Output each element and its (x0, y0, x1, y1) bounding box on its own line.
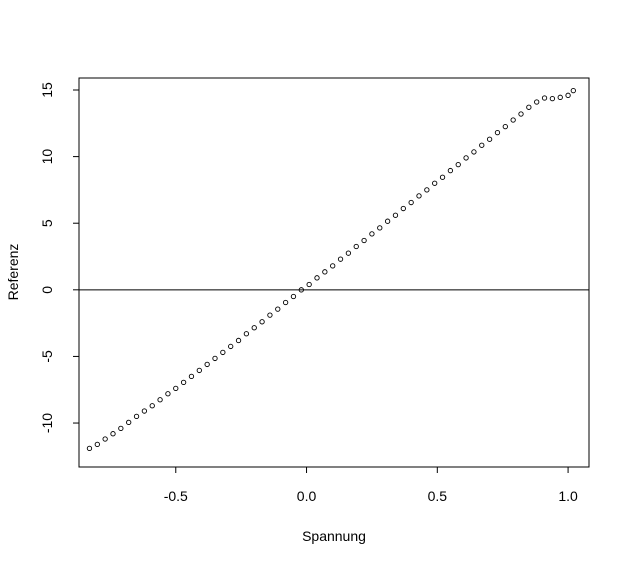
data-point (196, 367, 202, 374)
data-point (447, 167, 454, 174)
data-point (133, 413, 140, 420)
data-point (267, 312, 273, 318)
data-point (337, 256, 344, 262)
data-point (141, 408, 148, 414)
y-tick-label: -10 (39, 413, 55, 433)
data-point (408, 199, 414, 206)
data-point (541, 95, 548, 101)
y-tick-label: 10 (39, 149, 55, 165)
x-tick-label: 0.0 (297, 488, 317, 504)
data-point (455, 161, 461, 168)
data-point (400, 205, 406, 212)
data-point (392, 212, 399, 218)
data-point (416, 193, 422, 199)
data-point (235, 337, 242, 344)
data-point (157, 397, 163, 403)
data-point (282, 299, 289, 306)
data-point (494, 129, 501, 136)
data-point (565, 92, 571, 98)
data-point (86, 445, 93, 451)
data-point (180, 379, 187, 386)
data-point (361, 237, 367, 244)
data-point (471, 149, 477, 155)
y-tick-label: 0 (39, 286, 55, 294)
data-point (526, 104, 532, 110)
y-tick-label: 5 (39, 219, 55, 227)
data-point (110, 431, 116, 437)
data-point (549, 95, 556, 102)
data-point (353, 243, 359, 250)
data-point (570, 88, 576, 94)
data-point (377, 225, 383, 231)
data-point (126, 419, 132, 426)
data-point (102, 436, 108, 442)
data-point (432, 180, 438, 186)
data-point (424, 187, 430, 193)
data-point (243, 331, 250, 337)
data-point (173, 385, 179, 392)
x-axis-title: Spannung (302, 528, 366, 544)
y-tick-label: -5 (39, 350, 55, 363)
points-layer (86, 88, 576, 451)
y-axis-title: Referenz (5, 244, 21, 301)
data-point (479, 142, 485, 148)
data-point (518, 111, 524, 117)
data-point (290, 293, 297, 300)
y-tick-label: 15 (39, 82, 55, 98)
data-point (228, 343, 234, 350)
data-point (322, 269, 328, 275)
data-point (220, 349, 226, 356)
data-point (165, 391, 171, 397)
data-point (330, 263, 336, 269)
data-point (510, 117, 516, 123)
data-point (314, 275, 320, 281)
data-point (345, 250, 352, 256)
data-point (251, 325, 257, 331)
data-point (557, 94, 563, 100)
x-tick-label: -0.5 (164, 488, 188, 504)
x-tick-label: 1.0 (558, 488, 578, 504)
data-point (369, 231, 375, 237)
data-point (439, 174, 446, 180)
y-axis: -10 -5 0 5 10 15 (39, 82, 79, 433)
data-point (463, 155, 469, 161)
data-point (306, 281, 312, 288)
data-point (259, 319, 265, 325)
data-point (534, 99, 540, 105)
plot-frame (78, 77, 590, 468)
data-point (118, 425, 124, 432)
data-point (212, 355, 218, 362)
data-point (188, 373, 195, 380)
x-axis: -0.5 0.0 0.5 1.0 (164, 467, 578, 504)
data-point (275, 306, 281, 312)
data-point (204, 361, 210, 368)
x-tick-label: 0.5 (428, 488, 448, 504)
data-point (94, 441, 100, 448)
data-point (486, 136, 493, 142)
data-point (384, 218, 391, 224)
data-point (502, 123, 508, 130)
data-point (149, 403, 155, 409)
